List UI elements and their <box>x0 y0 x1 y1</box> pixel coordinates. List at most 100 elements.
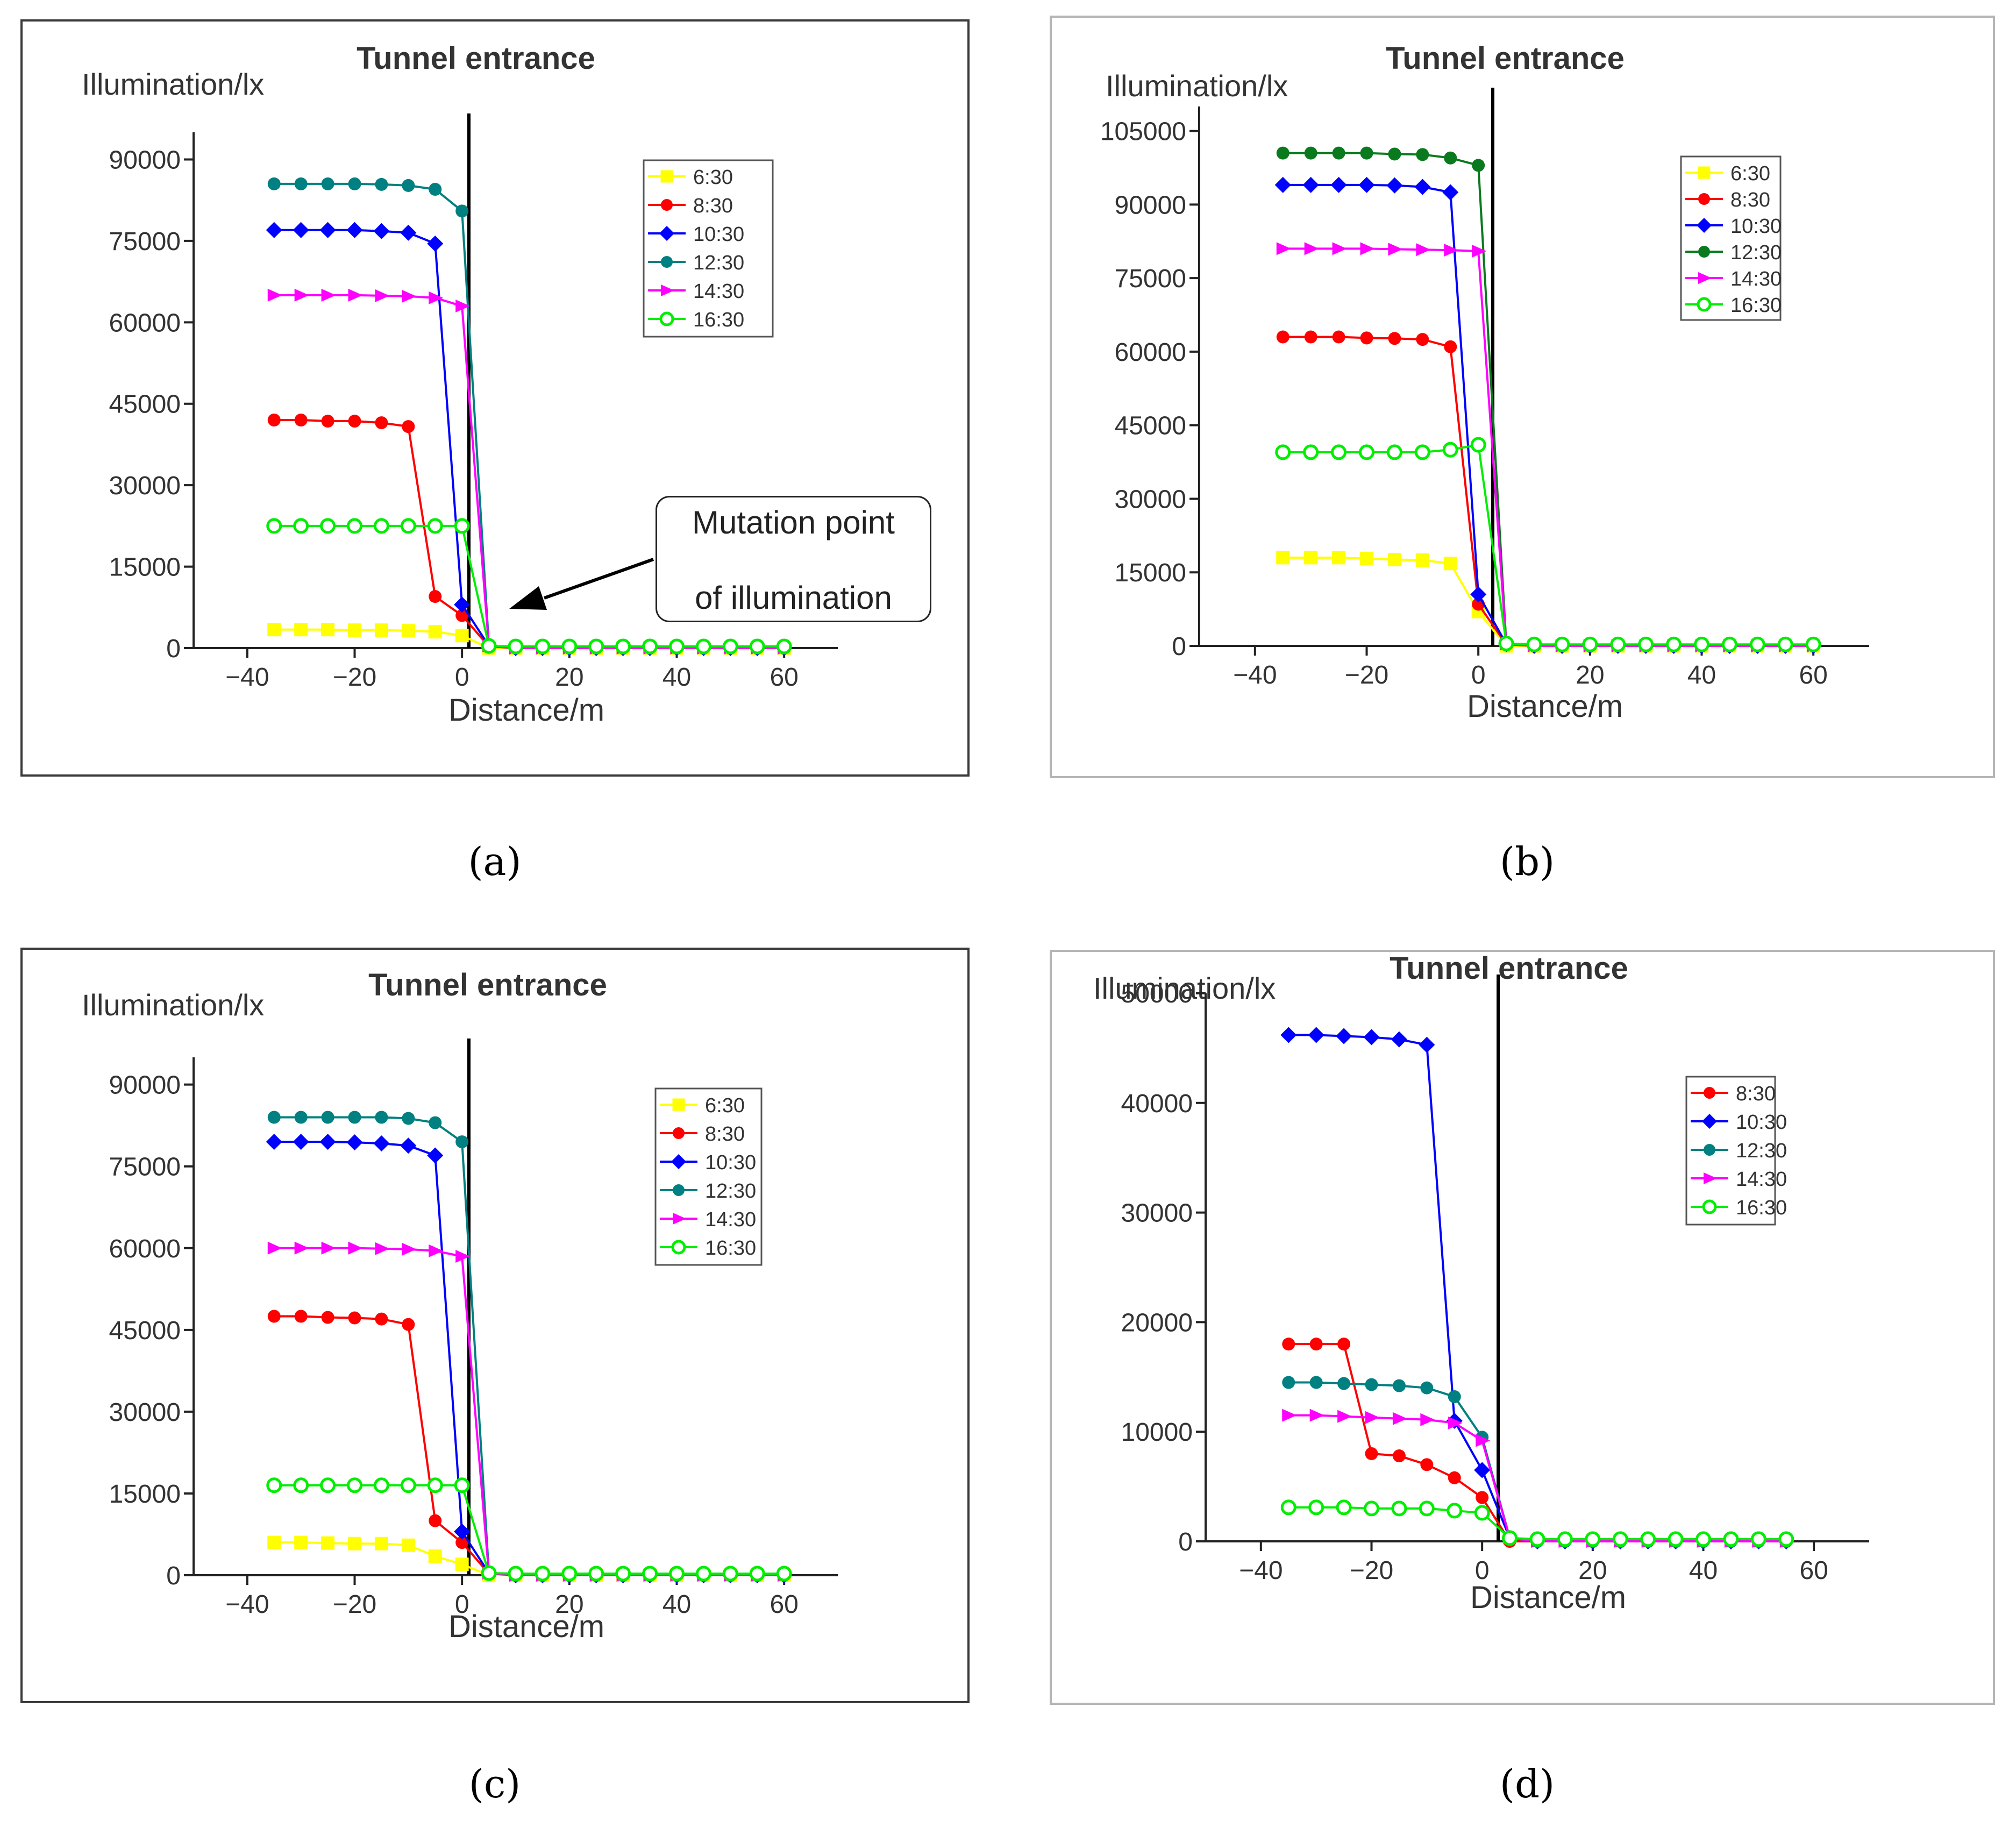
data-point <box>1309 1376 1323 1389</box>
y-tick-label: 60000 <box>109 1235 181 1263</box>
data-point <box>1694 636 1709 652</box>
data-point <box>1360 146 1373 160</box>
data-point <box>294 623 308 637</box>
y-tick-label: 30000 <box>109 1398 181 1427</box>
data-point <box>293 1477 309 1493</box>
data-point <box>1472 244 1487 258</box>
data-point <box>1529 1531 1545 1547</box>
x-tick-label: 60 <box>770 1590 798 1619</box>
x-tick-label: 60 <box>1799 661 1827 689</box>
legend-label: 14:30 <box>1730 268 1782 290</box>
data-point <box>267 1535 281 1549</box>
x-axis-label: Distance/m <box>448 1609 604 1644</box>
data-point <box>749 638 765 655</box>
series-830-group <box>267 1310 791 1582</box>
data-point <box>1332 146 1345 160</box>
legend-marker <box>660 170 673 183</box>
chart-panel-a: Tunnel entrance Illumination/lx Distance/m… <box>20 19 970 777</box>
data-point <box>455 300 471 313</box>
data-point <box>776 1566 792 1582</box>
x-tick-label: −20 <box>333 663 376 692</box>
y-tick-label: 90000 <box>109 1071 181 1100</box>
data-point <box>293 1134 309 1150</box>
data-point <box>401 624 415 638</box>
chart-svg-a: Tunnel entrance Illumination/lx Distance/m… <box>82 41 838 728</box>
data-point <box>373 223 390 239</box>
y-tick-label: 90000 <box>109 146 181 174</box>
data-point <box>373 1477 389 1493</box>
y-tick-label: 0 <box>166 1562 181 1590</box>
x-tick-label: 20 <box>555 663 583 692</box>
data-point <box>561 1566 578 1582</box>
data-point <box>1420 1458 1434 1471</box>
data-point <box>1392 1379 1406 1392</box>
legend-marker <box>1702 1114 1717 1129</box>
data-point <box>427 518 443 534</box>
legend-marker <box>661 199 673 211</box>
mutation-point-annotation: Mutation point of illumination <box>656 496 931 622</box>
legend: 6:30 8:30 10:30 12:30 14:30 16:30 <box>654 1087 763 1266</box>
x-axis-label: Distance/m <box>1467 689 1623 724</box>
y-tick-label: 45000 <box>109 1317 181 1345</box>
series-line <box>274 1247 785 1576</box>
data-point <box>1332 551 1346 565</box>
data-point <box>1280 1499 1296 1516</box>
annotation-line-1: Mutation point <box>692 504 895 540</box>
series-1630-group <box>1275 437 1821 652</box>
data-point <box>1750 1531 1766 1547</box>
series-line <box>274 1315 785 1576</box>
data-point <box>454 1477 470 1493</box>
data-point <box>615 638 631 655</box>
data-point <box>695 638 711 655</box>
data-point <box>1302 176 1319 193</box>
data-point <box>455 1135 469 1149</box>
data-point <box>455 609 469 622</box>
data-point <box>346 222 363 238</box>
data-point <box>1415 553 1429 567</box>
data-point <box>374 1537 388 1550</box>
data-point <box>1332 330 1345 344</box>
legend: 6:30 8:30 10:30 12:30 14:30 16:30 <box>1680 155 1782 321</box>
data-point <box>749 1566 765 1582</box>
data-point <box>1308 1499 1324 1516</box>
data-point <box>266 1477 282 1493</box>
data-point <box>1444 244 1459 257</box>
data-point <box>1337 1377 1351 1390</box>
legend-marker <box>1704 1172 1717 1184</box>
data-point <box>427 235 444 252</box>
data-point <box>535 638 551 655</box>
data-point <box>375 1111 388 1124</box>
y-tick-label: 75000 <box>109 1153 181 1182</box>
data-point <box>346 1134 363 1151</box>
legend-marker <box>673 1184 685 1196</box>
data-point <box>1640 1531 1656 1547</box>
chart-title: Tunnel entrance <box>1386 41 1625 76</box>
data-point <box>1391 1500 1407 1517</box>
x-axis-label: Distance/m <box>1470 1580 1626 1615</box>
y-tick-label: 45000 <box>109 390 181 419</box>
x-tick-label: 0 <box>1475 1556 1490 1585</box>
data-point <box>348 1241 363 1255</box>
data-point <box>293 222 309 238</box>
data-point <box>1448 1416 1463 1429</box>
chart-title: Tunnel entrance <box>1390 951 1628 986</box>
data-point <box>266 222 282 238</box>
data-point <box>1282 1409 1297 1422</box>
chart-panel-d: Tunnel entrance Illumination/lx Distance/m… <box>1050 950 1995 1705</box>
data-point <box>1332 242 1347 255</box>
legend-marker <box>1697 297 1712 312</box>
data-point <box>348 1111 361 1124</box>
data-point <box>1777 636 1793 652</box>
data-point <box>294 177 308 190</box>
data-point <box>267 414 281 427</box>
data-point <box>374 623 388 637</box>
data-point <box>1303 444 1319 460</box>
legend-marker <box>1704 1144 1715 1156</box>
data-point <box>1444 151 1457 165</box>
legend-label: 12:30 <box>1736 1140 1787 1162</box>
data-point <box>1749 636 1765 652</box>
data-point <box>348 177 361 190</box>
series-1430-group <box>267 1241 793 1582</box>
data-point <box>1386 177 1403 194</box>
data-point <box>508 638 524 655</box>
